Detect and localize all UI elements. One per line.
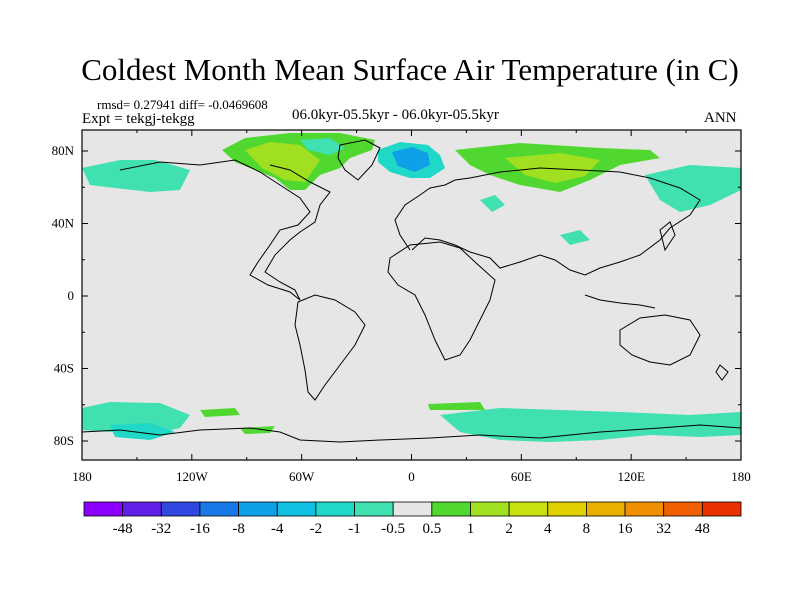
lon-label: 60E xyxy=(511,469,532,484)
lat-label: 40S xyxy=(54,361,74,376)
anomaly-bering xyxy=(645,165,741,212)
colorbar-label: -1 xyxy=(348,521,361,537)
colorbar-box xyxy=(547,501,587,517)
anomaly-southern-ocean-blue xyxy=(110,423,175,440)
chart-title: Coldest Month Mean Surface Air Temperatu… xyxy=(81,52,739,87)
anomaly-canada-teal xyxy=(300,138,345,155)
colorbar-box xyxy=(354,501,394,517)
anomaly-fills xyxy=(82,133,741,442)
map-background xyxy=(82,130,741,460)
coast-south-america xyxy=(294,294,366,401)
map-axis-labels: 80N 40N 0 40S 80S 180 120W 60W 0 60E 120E 180 xyxy=(52,143,751,484)
lon-label: 120E xyxy=(617,469,645,484)
lat-label: 80N xyxy=(52,143,75,158)
lon-label: 180 xyxy=(72,469,92,484)
anomaly-southern-ocean-east xyxy=(440,408,741,442)
experiment-label: Expt = tekgj-tekgg xyxy=(82,111,195,127)
coast-north-america xyxy=(119,159,331,301)
anomaly-arctic-canada-core xyxy=(245,142,320,182)
map-ticks xyxy=(81,130,742,460)
colorbar-label: 32 xyxy=(656,521,671,537)
anomaly-southern-ocean-west xyxy=(82,402,190,435)
anomaly-southern-green-1 xyxy=(200,408,240,417)
coast-indonesia xyxy=(584,294,656,309)
colorbar-box xyxy=(199,501,239,517)
colorbar-label: 4 xyxy=(544,521,552,537)
lat-label: 80S xyxy=(54,433,74,448)
colorbar-label: 8 xyxy=(583,521,591,537)
colorbar-box xyxy=(83,501,124,517)
colorbar-label: -48 xyxy=(113,521,133,537)
anomaly-central-asia xyxy=(480,195,505,212)
coast-europe-asia xyxy=(394,167,701,276)
colorbar-label: 1 xyxy=(467,521,475,537)
colorbar-box xyxy=(508,501,549,517)
colorbar-box xyxy=(122,501,162,517)
colorbar-box xyxy=(276,501,317,517)
colorbar-label: -4 xyxy=(271,521,284,537)
colorbar-box xyxy=(701,501,742,517)
lon-label: 60W xyxy=(289,469,315,484)
colorbar-box xyxy=(315,501,355,517)
anomaly-north-pacific xyxy=(82,160,190,192)
colorbar-label: -2 xyxy=(310,521,323,537)
colorbar-box xyxy=(392,501,433,517)
colorbar-box xyxy=(238,501,278,517)
stats-text: rmsd= 0.27941 diff= -0.0469608 xyxy=(97,97,268,112)
colorbar-label: -16 xyxy=(190,521,210,537)
lat-label: 0 xyxy=(68,288,75,303)
colorbar-label: 48 xyxy=(695,521,710,537)
colorbar-box xyxy=(624,501,665,517)
coast-japan xyxy=(659,221,676,252)
anomaly-east-asia xyxy=(560,230,590,245)
colorbar-label: 0.5 xyxy=(422,521,441,537)
season-label: ANN xyxy=(704,110,737,126)
colorbar-box xyxy=(470,501,510,517)
lon-label: 180 xyxy=(731,469,751,484)
coast-australia xyxy=(619,314,701,366)
lon-label: 120W xyxy=(176,469,209,484)
anomaly-southern-green-2 xyxy=(428,402,485,410)
colorbar-label: 2 xyxy=(505,521,513,537)
coast-antarctica xyxy=(82,424,741,443)
lon-label: 0 xyxy=(408,469,415,484)
colorbar-box xyxy=(431,501,471,517)
colorbar-label: -32 xyxy=(151,521,171,537)
colorbar-label: 16 xyxy=(618,521,634,537)
colorbar-box xyxy=(586,501,626,517)
colorbar-label: -0.5 xyxy=(381,521,405,537)
period-subtitle: 06.0kyr-05.5kyr - 06.0kyr-05.5kyr xyxy=(292,107,499,123)
colorbar-label: -8 xyxy=(232,521,245,537)
colorbar-box xyxy=(160,501,201,517)
lat-label: 40N xyxy=(52,216,75,231)
coast-greenland xyxy=(337,139,381,181)
coast-africa xyxy=(387,241,496,361)
anomaly-north-atlantic-core xyxy=(392,147,430,172)
colorbar-box xyxy=(663,501,703,517)
anomaly-siberia-core xyxy=(505,153,600,183)
coast-new-zealand xyxy=(715,364,729,381)
coastlines xyxy=(82,139,741,443)
